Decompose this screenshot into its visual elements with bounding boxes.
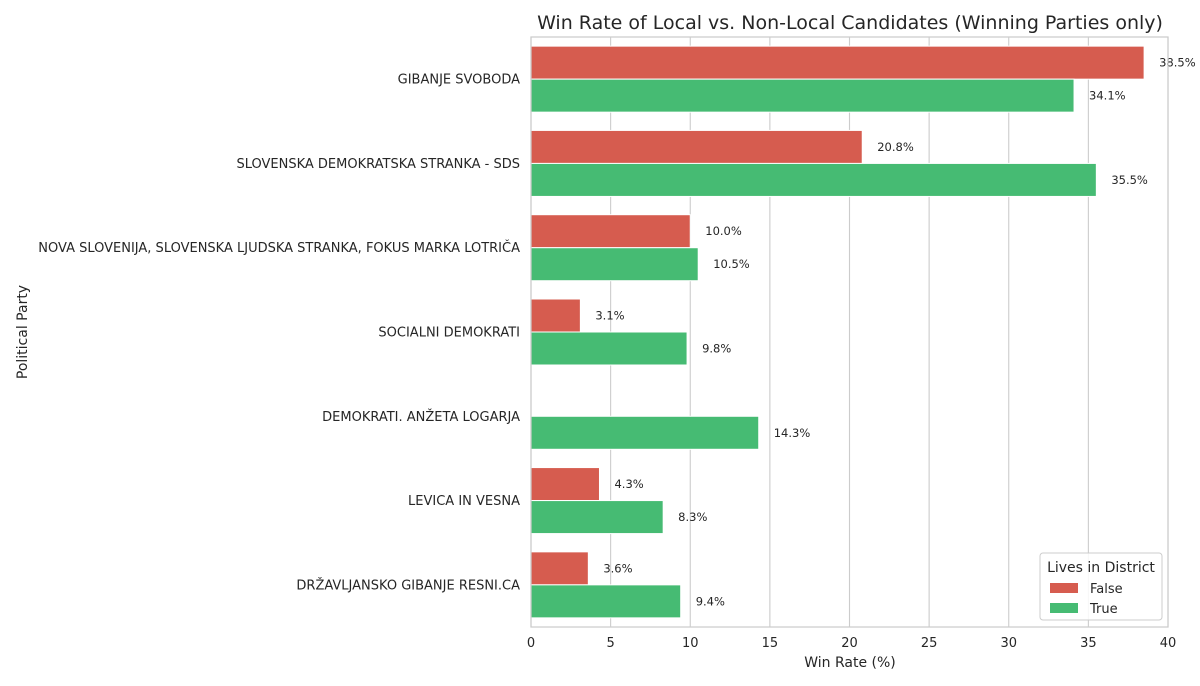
x-axis-title: Win Rate (%) [804,655,896,671]
category-label: SLOVENSKA DEMOKRATSKA STRANKA - SDS [236,157,520,172]
x-tick-label: 15 [762,636,779,651]
legend-swatch-true [1050,603,1078,613]
bar-true [530,162,1097,197]
bars [530,45,1145,619]
x-tick-label: 10 [682,636,699,651]
bar-false [530,298,581,333]
data-label: 14.3% [774,426,811,440]
legend-label-true: True [1089,602,1118,617]
category-label: SOCIALNI DEMOKRATI [378,326,520,341]
x-ticks: 0 5 10 15 20 25 30 35 40 [527,636,1176,651]
legend-swatch-false [1050,583,1078,593]
x-tick-label: 0 [527,636,535,651]
bar-false [530,551,589,586]
category-label: DRŽAVLJANSKO GIBANJE RESNI.CA [296,577,520,593]
x-tick-label: 30 [1000,636,1017,651]
x-tick-label: 25 [921,636,938,651]
y-axis-title: Political Party [15,285,31,379]
data-label: 3.6% [603,561,632,575]
bar-true [530,500,664,535]
category-label: NOVA SLOVENIJA, SLOVENSKA LJUDSKA STRANK… [38,240,520,256]
data-label: 34.1% [1089,89,1126,103]
bar-false [530,467,600,502]
category-label: GIBANJE SVOBODA [398,73,520,88]
category-labels: GIBANJE SVOBODA SLOVENSKA DEMOKRATSKA STR… [38,73,520,594]
data-label: 9.8% [702,342,731,356]
plot-frame [530,36,1169,628]
bar-true [530,415,760,450]
data-label: 9.4% [696,594,725,608]
bar-false [530,129,863,164]
bar-true [530,78,1075,113]
x-tick-label: 35 [1080,636,1097,651]
data-label: 4.3% [614,477,643,491]
category-label: DEMOKRATI. ANŽETA LOGARJA [322,409,520,425]
bar-true [530,247,699,282]
data-label: 20.8% [877,140,914,154]
data-label: 3.1% [595,309,624,323]
bar-false [530,45,1145,80]
data-label: 10.5% [713,257,750,271]
data-label: 10.0% [705,224,742,238]
data-label: 38.5% [1159,56,1196,70]
x-tick-label: 5 [606,636,614,651]
legend-label-false: False [1090,582,1123,597]
data-labels: 38.5% 20.8% 10.0% 3.1% 4.3% 3.6% 34.1% 35.5% 10.… [595,56,1195,609]
bar-true [530,331,688,366]
bar-true [530,584,682,619]
legend-title: Lives in District [1047,560,1155,576]
x-tick-label: 40 [1160,636,1177,651]
category-label: LEVICA IN VESNA [408,494,520,509]
data-label: 8.3% [678,510,707,524]
bar-false [530,214,691,249]
chart-title: Win Rate of Local vs. Non-Local Candidat… [537,12,1163,34]
legend: Lives in District False True [1039,552,1163,621]
data-label: 35.5% [1111,173,1148,187]
x-tick-label: 20 [841,636,858,651]
